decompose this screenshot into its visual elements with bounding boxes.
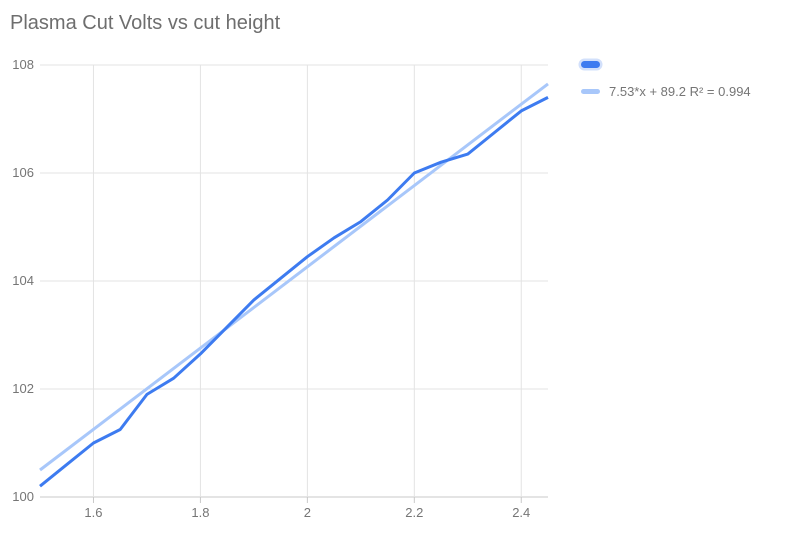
y-tick-label: 100 — [12, 489, 34, 504]
trendline-legend-label: 7.53*x + 89.2 R² = 0.994 — [609, 83, 751, 99]
x-tick-label: 1.8 — [191, 505, 210, 520]
y-tick-label: 108 — [12, 57, 34, 72]
legend-entry-series — [578, 57, 783, 71]
legend-entry-trendline: 7.53*x + 89.2 R² = 0.994 — [578, 83, 783, 99]
trendline-series — [39, 82, 549, 472]
x-tick-label: 2 — [303, 505, 311, 520]
trendline-swatch-icon — [581, 88, 600, 94]
volts-series-line — [39, 96, 549, 488]
x-tick-label: 2.4 — [512, 505, 531, 520]
series-swatch-icon — [581, 60, 600, 68]
x-tick-label: 1.6 — [84, 505, 103, 520]
y-tick-label: 104 — [12, 273, 34, 288]
chart-title: Plasma Cut Volts vs cut height — [10, 12, 281, 34]
y-tick-label: 106 — [12, 165, 34, 180]
x-tick-label: 2.2 — [405, 505, 424, 520]
y-tick-label: 102 — [12, 381, 34, 396]
chart-legend: 7.53*x + 89.2 R² = 0.994 — [578, 57, 783, 111]
